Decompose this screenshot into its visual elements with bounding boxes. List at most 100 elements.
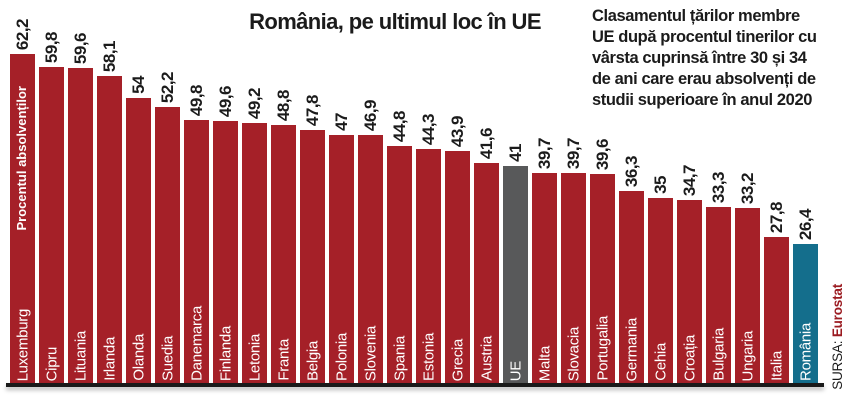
bar-value-label: 36,3 xyxy=(622,155,641,187)
bar-column: 59,8 Cipru xyxy=(39,0,64,384)
bar-country-label: Danemarca xyxy=(188,306,205,381)
bar-country-label: Cehia xyxy=(652,343,669,381)
bar-column: 36,3 Germania xyxy=(619,0,644,384)
bar-value-label: 33,2 xyxy=(738,172,757,204)
bar-country-label: România xyxy=(797,323,814,381)
chart-description: Clasamentul țărilor membre UE după proce… xyxy=(592,7,817,109)
bar: UE xyxy=(503,166,528,384)
bar: Lituania xyxy=(68,68,93,384)
bar: Cehia xyxy=(648,198,673,384)
source-caption: SURSA: Eurostat xyxy=(829,284,845,390)
bar: Ungaria xyxy=(735,208,760,384)
bar-column: 44,8 Spania xyxy=(387,0,412,384)
bar-value-label: 41 xyxy=(506,144,525,162)
bars-track: 62,2 Luxemburg 59,8 Cipru 59,6 Lituania … xyxy=(10,0,818,384)
bar-country-label: Malta xyxy=(536,345,553,381)
bar-country-label: Slovacia xyxy=(565,326,582,381)
bar-country-label: Finlanda xyxy=(217,325,234,381)
bar: Estonia xyxy=(416,149,441,384)
bar-country-label: Austria xyxy=(478,336,495,381)
bar-column: 39,7 Slovacia xyxy=(561,0,586,384)
bar-column: 44,3 Estonia xyxy=(416,0,441,384)
bar-country-label: Franta xyxy=(275,339,292,381)
bar-country-label: Spania xyxy=(391,336,408,381)
y-axis-label: Procentul absolvenților xyxy=(14,85,29,230)
bar-value-label: 49,8 xyxy=(187,84,206,116)
bar-value-label: 46,9 xyxy=(361,99,380,131)
page-title: România, pe ultimul loc în UE xyxy=(249,9,541,34)
bar-country-label: Suedia xyxy=(159,336,176,381)
bar: Bulgaria xyxy=(706,207,731,384)
bar: Slovacia xyxy=(561,173,586,384)
bar-value-label: 44,8 xyxy=(390,110,409,142)
bar-value-label: 52,2 xyxy=(158,71,177,103)
bar: Italia xyxy=(764,237,789,384)
bar-country-label: Ungaria xyxy=(739,330,756,381)
bar-value-label: 35 xyxy=(651,176,670,194)
bar: România xyxy=(793,244,818,384)
bar: Germania xyxy=(619,191,644,384)
bar-column: 52,2 Suedia xyxy=(155,0,180,384)
bar: Portugalia xyxy=(590,174,615,384)
bar-value-label: 39,6 xyxy=(593,138,612,170)
bar-column: 47 Polonia xyxy=(329,0,354,384)
bar-column: 59,6 Lituania xyxy=(68,0,93,384)
bar-column: 33,3 Bulgaria xyxy=(706,0,731,384)
bar-value-label: 62,2 xyxy=(13,18,32,50)
bar: Suedia xyxy=(155,107,180,384)
bar-column: 47,8 Belgia xyxy=(300,0,325,384)
bar: Olanda xyxy=(126,98,151,384)
source-value: Eurostat xyxy=(829,284,845,338)
bar: Finlanda xyxy=(213,121,238,384)
bar-column: 49,6 Finlanda xyxy=(213,0,238,384)
bar: Belgia xyxy=(300,130,325,384)
bar: Croația xyxy=(677,200,702,384)
bar-column: 26,4 România xyxy=(793,0,818,384)
bar: Cipru xyxy=(39,67,64,384)
bar-value-label: 34,7 xyxy=(680,164,699,196)
bar-column: 39,7 Malta xyxy=(532,0,557,384)
bar: Letonia xyxy=(242,123,267,384)
bar-value-label: 49,6 xyxy=(216,85,235,117)
bar-country-label: Italia xyxy=(768,351,785,381)
bar: Irlanda xyxy=(97,76,122,384)
bar-column: 39,6 Portugalia xyxy=(590,0,615,384)
bar-country-label: Olanda xyxy=(130,334,147,381)
chart-area: 62,2 Luxemburg 59,8 Cipru 59,6 Lituania … xyxy=(10,0,818,384)
bar: Spania xyxy=(387,146,412,384)
bar-value-label: 54 xyxy=(129,76,148,94)
bar-value-label: 33,3 xyxy=(709,171,728,203)
bar-value-label: 27,8 xyxy=(767,201,786,233)
x-axis-baseline xyxy=(6,383,824,387)
bar-country-label: Portugalia xyxy=(594,316,611,381)
bar-country-label: Germania xyxy=(623,317,640,381)
bar-value-label: 47 xyxy=(332,113,351,131)
bar-column: 35 Cehia xyxy=(648,0,673,384)
bar-country-label: Irlanda xyxy=(101,337,118,381)
bar-country-label: Luxemburg xyxy=(14,308,31,381)
bar-value-label: 26,4 xyxy=(796,208,815,240)
bar: Austria xyxy=(474,163,499,384)
bar-country-label: Lituania xyxy=(72,330,89,381)
bar-value-label: 43,9 xyxy=(448,115,467,147)
bar-column: 41,6 Austria xyxy=(474,0,499,384)
bar-column: 48,8 Franta xyxy=(271,0,296,384)
bar-country-label: Estonia xyxy=(420,333,437,381)
bar-country-label: Grecia xyxy=(449,338,466,381)
bar: Polonia xyxy=(329,135,354,384)
bar-country-label: Letonia xyxy=(246,333,263,381)
bar-value-label: 59,8 xyxy=(42,31,61,63)
bar-column: 49,2 Letonia xyxy=(242,0,267,384)
bar-value-label: 59,6 xyxy=(71,32,90,64)
bar-column: 58,1 Irlanda xyxy=(97,0,122,384)
bar-value-label: 39,7 xyxy=(535,137,554,169)
bar: Malta xyxy=(532,173,557,384)
bar-value-label: 39,7 xyxy=(564,137,583,169)
bar: Grecia xyxy=(445,151,470,384)
bar-column: 33,2 Ungaria xyxy=(735,0,760,384)
bar-column: 46,9 Slovenia xyxy=(358,0,383,384)
bar: Danemarca xyxy=(184,120,209,384)
bar-column: 49,8 Danemarca xyxy=(184,0,209,384)
bar-country-label: Cipru xyxy=(43,346,60,381)
